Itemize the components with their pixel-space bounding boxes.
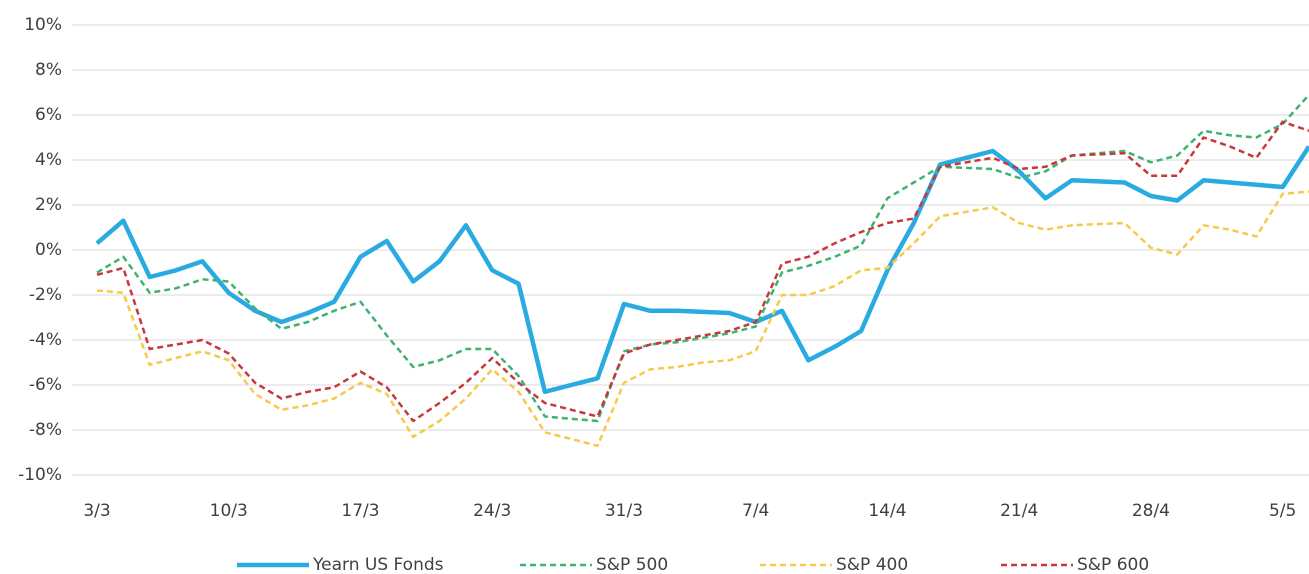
- y-tick-label: -4%: [29, 330, 62, 350]
- y-tick-label: 6%: [35, 105, 62, 125]
- x-tick-label: 24/3: [473, 501, 511, 521]
- y-tick-label: 2%: [35, 195, 62, 215]
- y-tick-label: -6%: [29, 375, 62, 395]
- series-line: [95, 145, 1309, 395]
- x-tick-label: 17/3: [341, 501, 379, 521]
- x-tick-label: 3/3: [83, 501, 110, 521]
- series-line: [96, 120, 1309, 423]
- y-tick-label: 0%: [35, 240, 62, 260]
- x-tick-label: 5/5: [1269, 501, 1296, 521]
- legend-label: S&P 600: [1077, 555, 1149, 574]
- x-tick-label: 7/4: [742, 501, 769, 521]
- y-tick-label: -2%: [29, 285, 62, 305]
- y-tick-label: 4%: [35, 150, 62, 170]
- y-tick-label: 8%: [35, 60, 62, 80]
- y-tick-label: -10%: [18, 465, 62, 485]
- series-line: [96, 190, 1309, 448]
- legend-label: Yearn US Fonds: [312, 555, 444, 574]
- x-tick-label: 21/4: [1000, 501, 1038, 521]
- series-line: [96, 93, 1309, 423]
- x-tick-label: 14/4: [868, 501, 906, 521]
- x-tick-label: 28/4: [1132, 501, 1170, 521]
- legend-label: S&P 400: [836, 555, 908, 574]
- y-tick-label: -8%: [29, 420, 62, 440]
- x-tick-label: 31/3: [605, 501, 643, 521]
- legend-label: S&P 500: [596, 555, 668, 574]
- y-tick-label: 10%: [24, 15, 62, 35]
- x-tick-label: 10/3: [210, 501, 248, 521]
